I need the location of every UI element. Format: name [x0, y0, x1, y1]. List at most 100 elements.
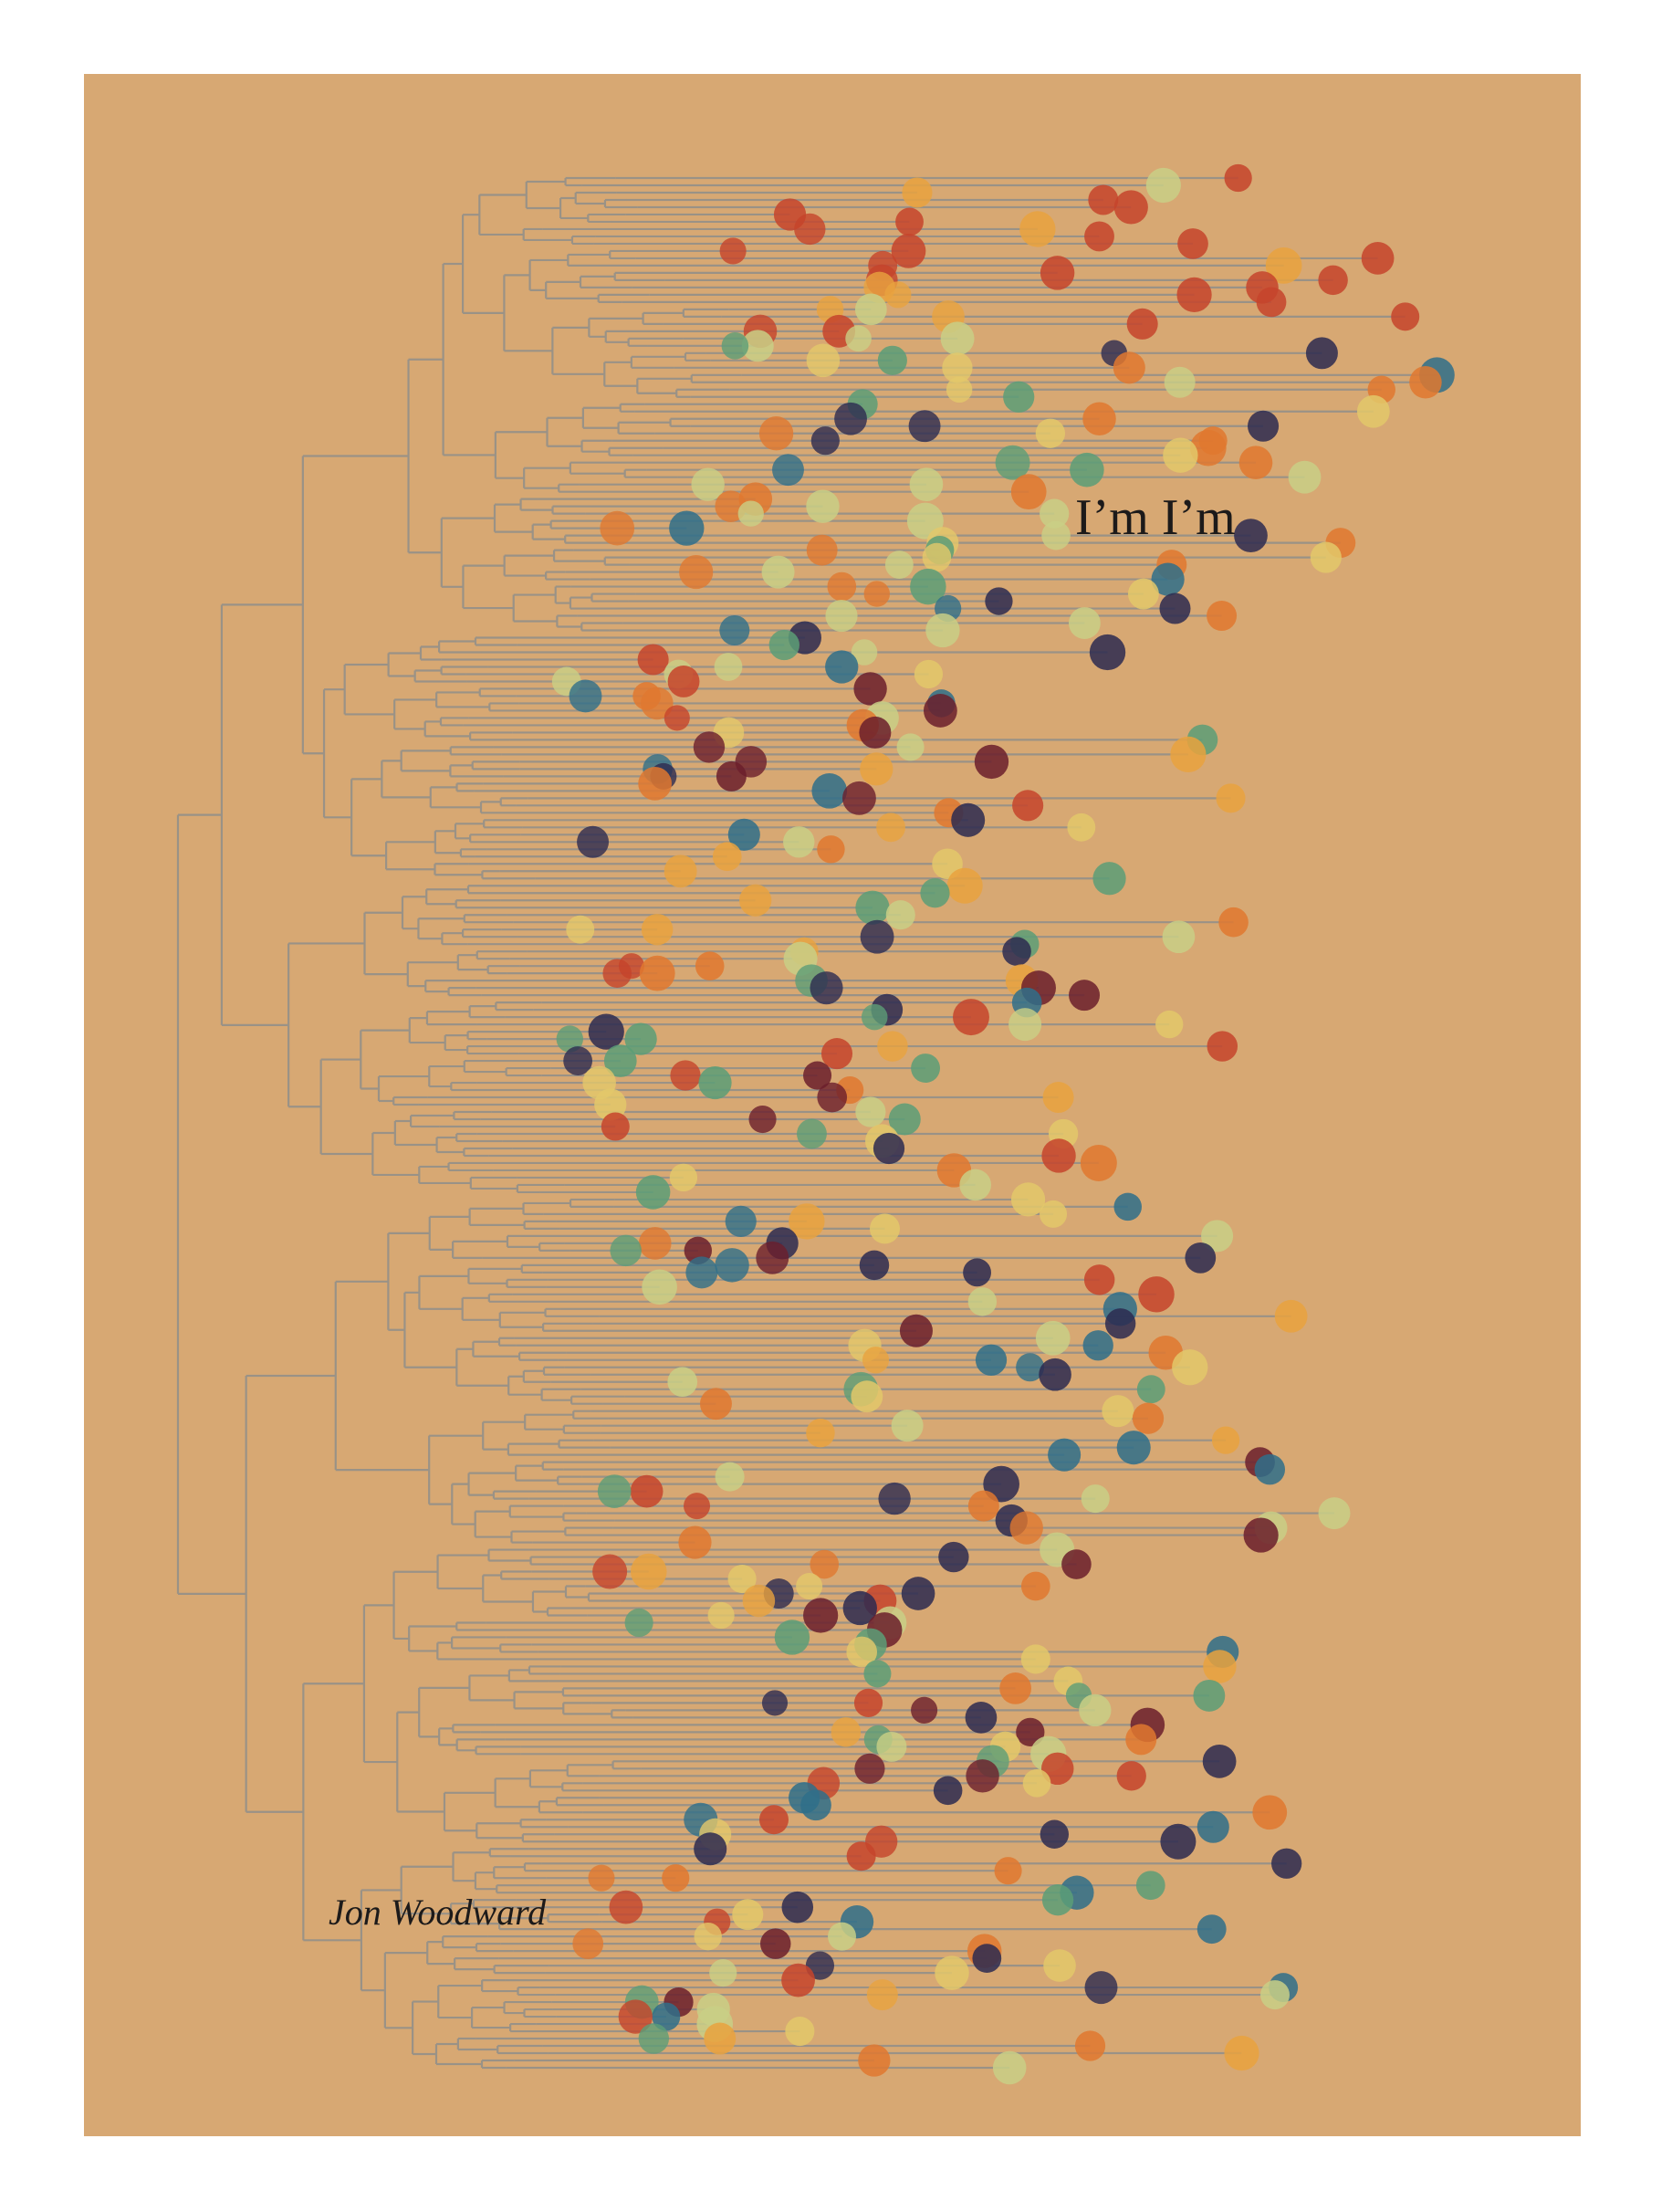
- leaf-dot: [624, 1022, 657, 1055]
- leaf-dot: [975, 1344, 1008, 1376]
- leaf-dot: [1084, 1971, 1118, 2005]
- leaf-dot: [1170, 736, 1207, 772]
- leaf-dot: [862, 1347, 890, 1374]
- leaf-dot: [942, 352, 973, 383]
- leaf-dot: [667, 666, 700, 697]
- leaf-dot: [588, 1013, 624, 1050]
- leaf-dot: [806, 1418, 835, 1448]
- leaf-dot: [920, 878, 950, 908]
- leaf-dot: [761, 1690, 789, 1716]
- leaf-dot: [1259, 1980, 1290, 2010]
- leaf-dot: [1163, 437, 1198, 473]
- leaf-dot: [664, 705, 690, 731]
- leaf-dot: [1010, 474, 1047, 510]
- leaf-dot: [572, 1928, 604, 1959]
- leaf-dot: [638, 1227, 672, 1260]
- leaf-dot: [860, 752, 893, 786]
- leaf-dot: [914, 659, 944, 689]
- leaf-dot: [1020, 1571, 1050, 1601]
- leaf-dot: [946, 376, 973, 404]
- leaf-dot: [684, 1493, 711, 1520]
- leaf-dot: [670, 1060, 701, 1091]
- leaf-dot: [885, 900, 915, 930]
- leaf-dot: [1067, 812, 1096, 842]
- leaf-dot: [667, 1367, 698, 1398]
- leaf-dot: [618, 1999, 653, 2034]
- leaf-dot: [909, 467, 944, 501]
- leaf-dot: [1041, 1752, 1074, 1786]
- leaf-dot: [1040, 1819, 1070, 1849]
- leaf-dot: [1039, 1358, 1071, 1391]
- leaf-dot: [1035, 1320, 1071, 1356]
- leaf-dot: [855, 1096, 886, 1127]
- leaf-dot: [938, 1541, 969, 1573]
- leaf-dot: [859, 1250, 890, 1281]
- leaf-dot: [877, 1031, 908, 1062]
- leaf-dot: [715, 1462, 745, 1492]
- leaf-dot: [707, 1601, 735, 1630]
- leaf-dot: [861, 1003, 888, 1031]
- leaf-dot: [1197, 1810, 1229, 1843]
- leaf-dot: [1048, 1438, 1082, 1472]
- leaf-dot: [1151, 562, 1185, 596]
- leaf-dot: [1265, 247, 1302, 284]
- leaf-dot: [1040, 1200, 1068, 1228]
- leaf-dot: [834, 402, 867, 435]
- leaf-dot: [1102, 1395, 1134, 1428]
- leaf-dot: [1069, 980, 1101, 1012]
- leaf-dot: [866, 1979, 898, 2011]
- leaf-dot: [959, 1169, 991, 1201]
- leaf-dot: [719, 237, 747, 265]
- leaf-dot: [761, 555, 795, 589]
- leaf-dot: [1256, 287, 1287, 318]
- leaf-dot: [878, 1482, 911, 1515]
- leaf-dot: [1193, 1679, 1226, 1712]
- leaf-dot: [1016, 1717, 1045, 1746]
- leaf-dot: [888, 1103, 921, 1136]
- leaf-dot: [1089, 634, 1126, 671]
- leaf-dot: [694, 1832, 727, 1866]
- leaf-dot: [669, 510, 705, 546]
- leaf-dot: [1035, 418, 1066, 448]
- leaf-dot: [1041, 520, 1071, 550]
- leaf-dot: [999, 1672, 1032, 1704]
- leaf-dot: [588, 1864, 615, 1892]
- leaf-dot: [1252, 1795, 1288, 1830]
- leaf-dot: [985, 587, 1013, 615]
- leaf-dot: [911, 1054, 941, 1084]
- leaf-dot: [806, 489, 840, 523]
- leaf-dot: [851, 1380, 883, 1413]
- leaf-dot: [994, 1857, 1022, 1885]
- leaf-dot: [859, 716, 892, 749]
- leaf-dot: [896, 733, 925, 761]
- leaf-dot: [891, 234, 926, 268]
- leaf-dot: [845, 325, 872, 352]
- leaf-dot: [768, 629, 799, 661]
- leaf-dot: [569, 679, 602, 713]
- leaf-dot: [725, 1205, 757, 1237]
- leaf-dot: [966, 1759, 999, 1793]
- leaf-dot: [1318, 265, 1348, 296]
- leaf-dot: [803, 1598, 839, 1633]
- leaf-dot: [577, 825, 610, 858]
- leaf-dot: [760, 1928, 791, 1959]
- leaf-dot: [709, 1959, 737, 1987]
- leaf-dot: [783, 826, 815, 858]
- leaf-dot: [601, 1112, 630, 1141]
- leaf-dot: [1201, 1220, 1234, 1253]
- leaf-dot: [884, 550, 914, 580]
- leaf-dot: [1003, 381, 1035, 413]
- leaf-dot: [721, 332, 749, 360]
- leaf-dot: [1211, 1426, 1240, 1454]
- leaf-dot: [1127, 578, 1159, 610]
- leaf-dot: [772, 454, 804, 487]
- leaf-dot: [854, 1753, 885, 1784]
- leaf-dot: [806, 534, 838, 566]
- leaf-dot: [716, 760, 747, 791]
- leaf-dot: [678, 1525, 712, 1559]
- leaf-dot: [639, 955, 675, 991]
- leaf-dot: [748, 1105, 777, 1134]
- leaf-dot: [811, 773, 848, 809]
- leaf-dot: [831, 1717, 862, 1747]
